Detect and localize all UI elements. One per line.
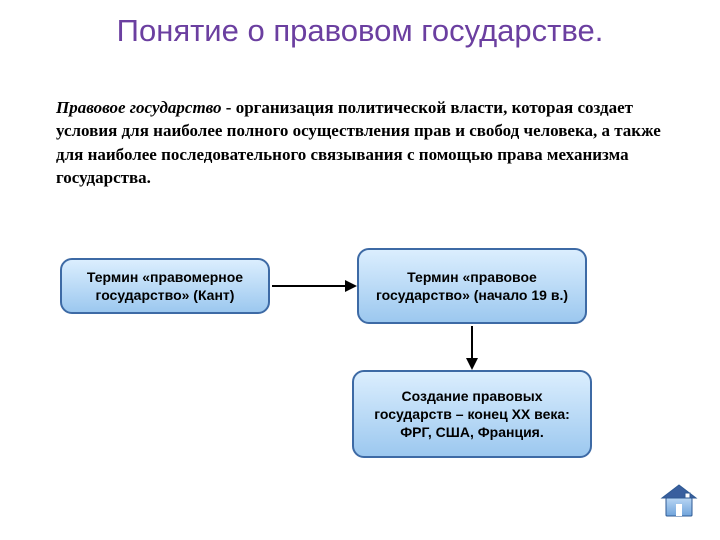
page-title: Понятие о правовом государстве. — [0, 12, 720, 51]
flow-node-creation: Создание правовых государств – конец XX … — [352, 370, 592, 458]
definition-paragraph: Правовое государство - организация полит… — [56, 96, 666, 190]
definition-term: Правовое государство — [56, 98, 222, 117]
flow-edge — [272, 285, 355, 287]
home-icon[interactable] — [660, 484, 698, 518]
flow-node-label: Создание правовых государств – конец XX … — [364, 387, 580, 442]
flow-node-label: Термин «правовое государство» (начало 19… — [369, 268, 575, 304]
flow-node-label: Термин «правомерное государство» (Кант) — [72, 268, 258, 304]
flow-node-kant: Термин «правомерное государство» (Кант) — [60, 258, 270, 314]
flow-node-term-19c: Термин «правовое государство» (начало 19… — [357, 248, 587, 324]
flow-edge — [471, 326, 473, 368]
